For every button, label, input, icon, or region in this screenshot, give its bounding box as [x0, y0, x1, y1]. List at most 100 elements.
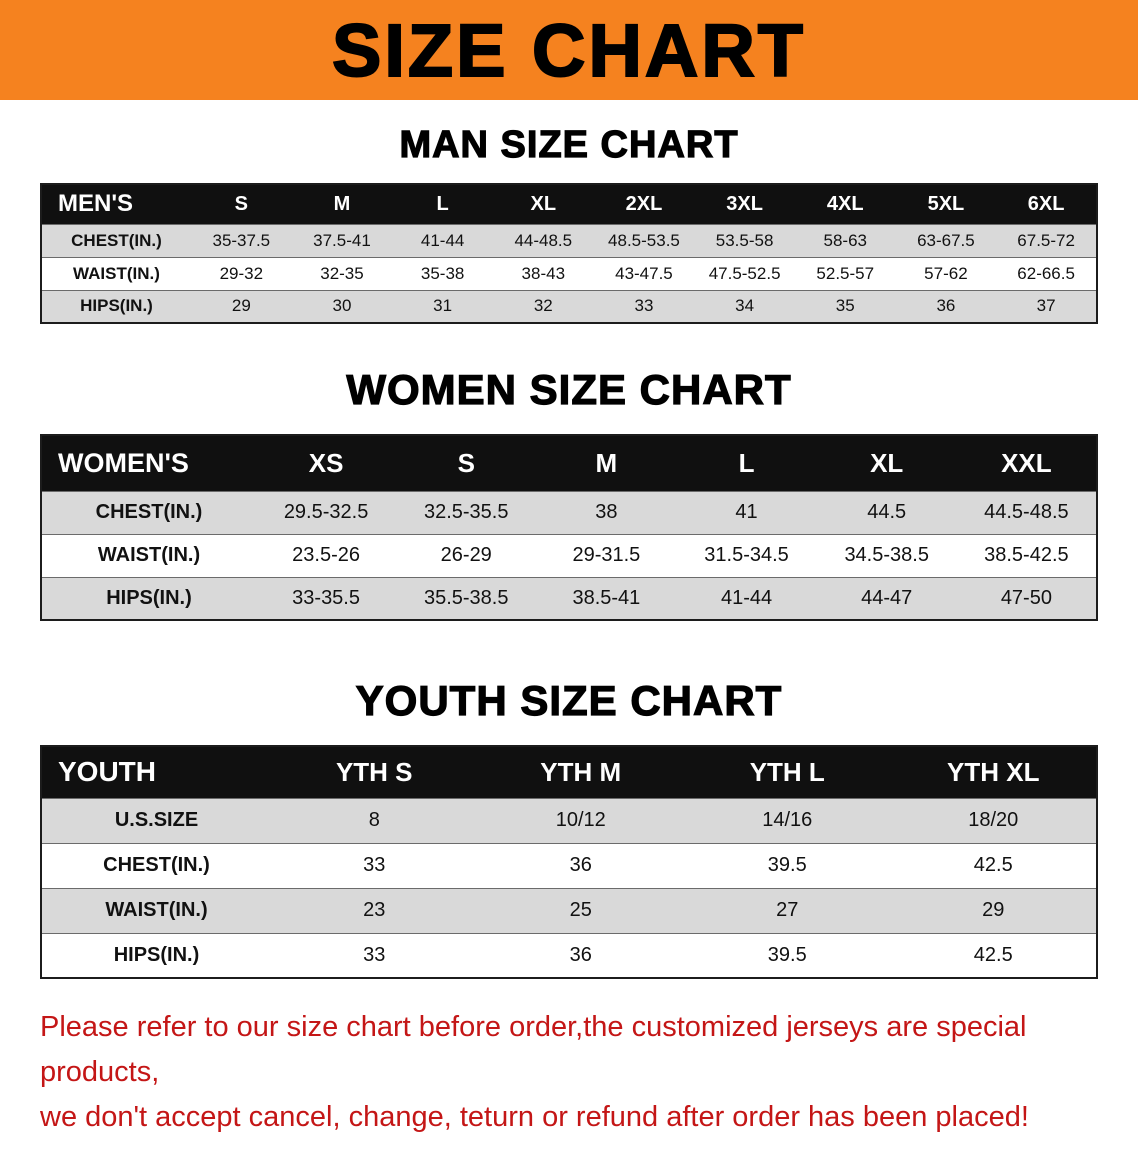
size-header-cell: 6XL: [996, 184, 1097, 224]
value-cell: 30: [291, 289, 393, 323]
value-cell: 29-32: [191, 256, 292, 290]
size-header-cell: YTH XL: [890, 746, 1097, 798]
value-cell: 8: [271, 797, 478, 843]
value-cell: 36: [477, 932, 684, 978]
value-cell: 38.5-41: [536, 576, 677, 620]
row-label-cell: HIPS(IN.): [41, 576, 256, 620]
value-cell: 41-44: [392, 223, 493, 257]
table-row: CHEST(IN.) 33 36 39.5 42.5: [41, 842, 1097, 888]
value-cell: 31.5-34.5: [676, 533, 817, 577]
note-line-1: Please refer to our size chart before or…: [40, 1011, 1027, 1088]
mens-size-table: MEN'S S M L XL 2XL 3XL 4XL 5XL 6XL CHEST(IN.) 35-37…: [40, 183, 1098, 324]
row-label-cell: CHEST(IN.): [41, 842, 271, 888]
value-cell: 14/16: [684, 797, 891, 843]
size-header-cell: YTH L: [684, 746, 891, 798]
section-youth: YOUTH SIZE CHART YOUTH YTH S YTH M YTH L YTH…: [0, 676, 1138, 979]
row-label-cell: WAIST(IN.): [41, 887, 271, 933]
value-cell: 37.5-41: [291, 223, 393, 257]
value-cell: 35: [794, 289, 896, 323]
row-label-cell: HIPS(IN.): [41, 932, 271, 978]
value-cell: 29.5-32.5: [256, 490, 397, 534]
table-row: CHEST(IN.) 35-37.5 37.5-41 41-44 44-48.5 48.5…: [41, 223, 1097, 257]
table-row: WAIST(IN.) 29-32 32-35 35-38 38-43 43-47.5 47.…: [41, 256, 1097, 290]
value-cell: 32.5-35.5: [396, 490, 537, 534]
value-cell: 52.5-57: [794, 256, 896, 290]
size-header-cell: YTH S: [271, 746, 478, 798]
row-label-cell: WAIST(IN.): [41, 256, 191, 290]
value-cell: 39.5: [684, 842, 891, 888]
size-header-cell: 5XL: [895, 184, 997, 224]
table-title-cell: WOMEN'S: [41, 435, 256, 491]
table-title-cell: YOUTH: [41, 746, 271, 798]
value-cell: 44.5: [816, 490, 957, 534]
table-header-row: YOUTH YTH S YTH M YTH L YTH XL: [41, 746, 1097, 798]
size-header-cell: M: [536, 435, 677, 491]
men-section-heading: MAN SIZE CHART: [399, 123, 739, 166]
size-header-cell: M: [291, 184, 393, 224]
row-label-cell: WAIST(IN.): [41, 533, 256, 577]
value-cell: 34: [694, 289, 795, 323]
table-row: CHEST(IN.) 29.5-32.5 32.5-35.5 38 41 44.5 44.5…: [41, 490, 1097, 534]
table-row: HIPS(IN.) 33 36 39.5 42.5: [41, 932, 1097, 978]
table-row: WAIST(IN.) 23 25 27 29: [41, 887, 1097, 933]
banner: SIZE CHART: [0, 0, 1138, 100]
value-cell: 41: [676, 490, 817, 534]
section-women: WOMEN SIZE CHART WOMEN'S XS S M L XL XXL CHEST(…: [0, 365, 1138, 621]
value-cell: 43-47.5: [593, 256, 695, 290]
value-cell: 57-62: [895, 256, 997, 290]
table-header-row: MEN'S S M L XL 2XL 3XL 4XL 5XL 6XL: [41, 184, 1097, 224]
value-cell: 23.5-26: [256, 533, 397, 577]
value-cell: 39.5: [684, 932, 891, 978]
size-header-cell: 4XL: [794, 184, 896, 224]
value-cell: 44-48.5: [492, 223, 594, 257]
value-cell: 63-67.5: [895, 223, 997, 257]
value-cell: 47-50: [956, 576, 1097, 620]
value-cell: 42.5: [890, 932, 1097, 978]
value-cell: 25: [477, 887, 684, 933]
value-cell: 53.5-58: [694, 223, 795, 257]
value-cell: 44.5-48.5: [956, 490, 1097, 534]
value-cell: 36: [895, 289, 997, 323]
value-cell: 34.5-38.5: [816, 533, 957, 577]
value-cell: 29-31.5: [536, 533, 677, 577]
row-label-cell: CHEST(IN.): [41, 490, 256, 534]
value-cell: 33: [271, 842, 478, 888]
size-header-cell: XXL: [956, 435, 1097, 491]
value-cell: 32: [492, 289, 594, 323]
value-cell: 58-63: [794, 223, 896, 257]
value-cell: 35-37.5: [191, 223, 292, 257]
value-cell: 38-43: [492, 256, 594, 290]
value-cell: 10/12: [477, 797, 684, 843]
value-cell: 29: [890, 887, 1097, 933]
value-cell: 41-44: [676, 576, 817, 620]
value-cell: 33-35.5: [256, 576, 397, 620]
value-cell: 38: [536, 490, 677, 534]
size-header-cell: 3XL: [694, 184, 795, 224]
size-header-cell: S: [396, 435, 537, 491]
value-cell: 37: [996, 289, 1097, 323]
size-header-cell: L: [676, 435, 817, 491]
value-cell: 31: [392, 289, 493, 323]
table-row: U.S.SIZE 8 10/12 14/16 18/20: [41, 797, 1097, 843]
table-row: HIPS(IN.) 33-35.5 35.5-38.5 38.5-41 41-44 44-…: [41, 576, 1097, 620]
womens-size-table: WOMEN'S XS S M L XL XXL CHEST(IN.) 29.5-32.5 32.5…: [40, 434, 1098, 621]
row-label-cell: CHEST(IN.): [41, 223, 191, 257]
youth-section-heading: YOUTH SIZE CHART: [355, 676, 783, 724]
value-cell: 47.5-52.5: [694, 256, 795, 290]
table-header-row: WOMEN'S XS S M L XL XXL: [41, 435, 1097, 491]
value-cell: 32-35: [291, 256, 393, 290]
size-header-cell: XL: [492, 184, 594, 224]
size-header-cell: L: [392, 184, 493, 224]
value-cell: 48.5-53.5: [593, 223, 695, 257]
value-cell: 36: [477, 842, 684, 888]
row-label-cell: HIPS(IN.): [41, 289, 191, 323]
note-line-2: we don't accept cancel, change, teturn o…: [40, 1100, 1029, 1133]
size-header-cell: S: [191, 184, 292, 224]
page-title: SIZE CHART: [331, 8, 806, 93]
size-header-cell: 2XL: [593, 184, 695, 224]
value-cell: 44-47: [816, 576, 957, 620]
size-header-cell: YTH M: [477, 746, 684, 798]
size-header-cell: XS: [256, 435, 397, 491]
value-cell: 33: [593, 289, 695, 323]
